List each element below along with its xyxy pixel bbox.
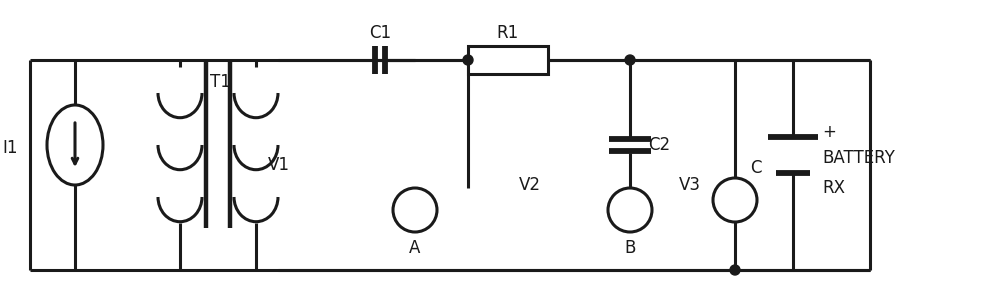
Circle shape xyxy=(393,188,437,232)
Text: B: B xyxy=(624,239,636,257)
Circle shape xyxy=(713,178,757,222)
Text: C: C xyxy=(750,159,762,177)
Circle shape xyxy=(730,265,740,275)
Circle shape xyxy=(463,55,473,65)
Text: A: A xyxy=(409,239,421,257)
Text: T1: T1 xyxy=(210,73,231,91)
Text: R1: R1 xyxy=(497,24,519,42)
Text: C2: C2 xyxy=(648,136,670,154)
Text: V1: V1 xyxy=(268,156,290,174)
Text: +: + xyxy=(822,123,836,141)
Ellipse shape xyxy=(47,105,103,185)
Text: V2: V2 xyxy=(519,176,541,194)
Text: I1: I1 xyxy=(2,139,18,157)
Circle shape xyxy=(625,55,635,65)
Text: C1: C1 xyxy=(369,24,391,42)
Circle shape xyxy=(608,188,652,232)
Text: BATTERY: BATTERY xyxy=(822,149,895,167)
Text: V3: V3 xyxy=(679,176,701,194)
Bar xyxy=(468,46,548,74)
Text: RX: RX xyxy=(822,179,845,197)
